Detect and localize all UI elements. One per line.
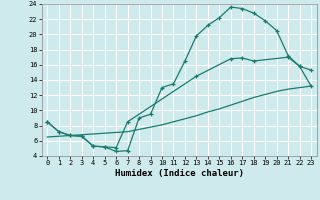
X-axis label: Humidex (Indice chaleur): Humidex (Indice chaleur) — [115, 169, 244, 178]
